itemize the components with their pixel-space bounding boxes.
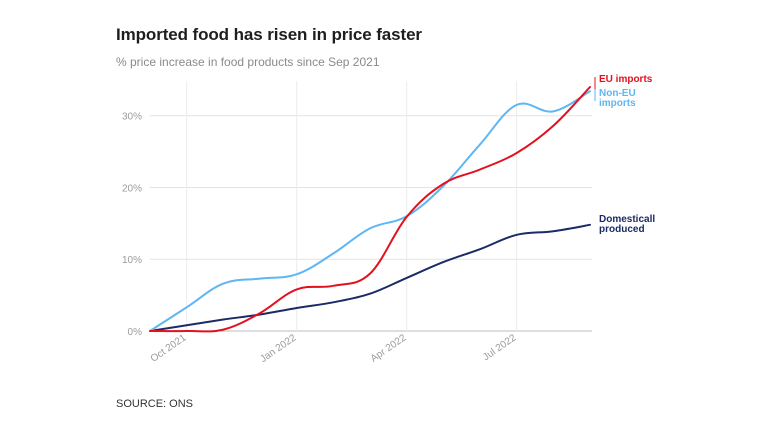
y-tick-label: 0%: [128, 327, 143, 338]
series-line-domestically-produced: [149, 223, 591, 332]
x-tick-label: Apr 2022: [369, 332, 409, 365]
grid: [150, 81, 592, 332]
series-label: EU imports: [599, 74, 653, 85]
x-tick-label: Oct 2021: [149, 332, 189, 365]
series-lines: [149, 86, 591, 333]
series-label: Domesticall: [599, 214, 655, 225]
x-tick-label: Jan 2022: [258, 332, 298, 365]
series-label: imports: [599, 98, 636, 109]
x-axis: Oct 2021 Jan 2022 Apr 2022 Jul 2022: [149, 332, 519, 365]
series-label: produced: [599, 224, 645, 235]
y-tick-label: 10%: [122, 255, 142, 266]
chart-subtitle: % price increase in food products since …: [116, 55, 380, 69]
y-tick-label: 20%: [122, 183, 142, 194]
series-line-non-eu-imports: [149, 90, 591, 332]
series-label: Non-EU: [599, 88, 636, 99]
y-tick-label: 30%: [122, 112, 142, 123]
source-note: SOURCE: ONS: [116, 398, 194, 410]
chart-title: Imported food has risen in price faster: [116, 25, 422, 44]
x-tick-label: Jul 2022: [481, 332, 519, 363]
y-axis: 0% 10% 20% 30%: [122, 112, 142, 338]
series-line-eu-imports: [149, 86, 591, 333]
